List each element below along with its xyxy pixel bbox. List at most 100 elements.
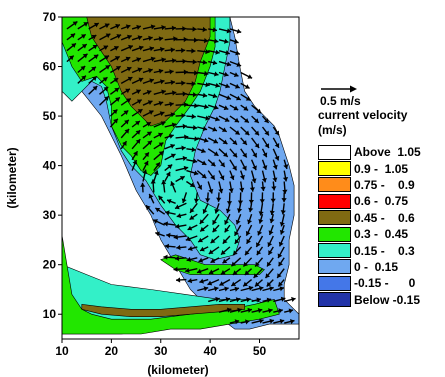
vector-arrowhead — [223, 71, 229, 77]
vector-arrowhead — [213, 104, 219, 110]
legend-swatch — [318, 259, 351, 275]
vector-arrowhead — [231, 261, 237, 267]
vector-arrowhead — [155, 208, 161, 213]
vector-arrowhead — [207, 280, 213, 286]
vector-arrowhead — [192, 26, 197, 32]
vector-arrowhead — [244, 118, 249, 123]
vector-arrowhead — [115, 23, 120, 29]
x-tick-label: 20 — [105, 344, 119, 358]
reference-vector-label: 0.5 m/s — [320, 94, 361, 108]
vector-arrowhead — [243, 281, 248, 287]
vector-arrowhead — [105, 33, 111, 39]
vector-arrowhead — [137, 35, 143, 41]
vector-arrowhead — [148, 35, 153, 41]
vector-arrowhead — [278, 308, 283, 314]
vector-arrowhead — [135, 89, 141, 95]
vector-arrowhead — [234, 117, 239, 123]
vector-arrowhead — [191, 48, 196, 54]
vector-arrowhead — [148, 110, 154, 115]
vector-arrowhead — [174, 255, 180, 261]
vector-arrowhead — [80, 66, 86, 71]
vector-arrowhead — [136, 99, 142, 104]
vector-arrowhead — [278, 241, 284, 247]
legend-entry: 0 - 0.15 — [318, 259, 443, 275]
legend-swatch — [318, 210, 351, 226]
vector-arrowhead — [182, 91, 187, 97]
vector-arrowhead — [212, 60, 218, 66]
vector-arrowhead — [235, 83, 240, 89]
vector-arrowhead — [254, 143, 260, 148]
vector-arrowhead — [223, 152, 228, 157]
vector-arrowhead — [133, 151, 138, 156]
vector-arrowhead — [170, 79, 175, 85]
vector-arrowhead — [254, 130, 259, 136]
vector-arrowhead — [175, 204, 180, 210]
vector-arrowhead — [169, 101, 174, 107]
vector-arrowhead — [281, 198, 287, 203]
vector-arrowhead — [193, 170, 199, 176]
vector-arrowhead — [200, 226, 205, 232]
vector-arrowhead — [182, 123, 187, 129]
vector-arrowhead — [158, 68, 164, 74]
vector-arrowhead — [234, 38, 239, 44]
vector-arrowhead — [215, 49, 220, 55]
vector-arrowhead — [266, 281, 272, 287]
vector-arrowhead — [274, 143, 280, 148]
vector-arrowhead — [249, 187, 255, 192]
vector-arrowhead — [237, 208, 243, 213]
legend-swatch — [318, 243, 351, 259]
vector-arrowhead — [264, 130, 269, 136]
legend-label: Above 1.05 — [354, 145, 421, 160]
vector-arrowhead — [114, 56, 120, 61]
vector-arrowhead — [103, 86, 109, 92]
vector-arrowhead — [200, 246, 205, 252]
vector-arrowhead — [81, 44, 87, 49]
vector-arrowhead — [202, 92, 208, 98]
vector-arrowhead — [192, 92, 197, 98]
vector-arrowhead — [170, 47, 175, 53]
vector-arrowhead — [150, 179, 156, 184]
legend-swatch — [318, 292, 351, 308]
vector-arrowhead — [258, 219, 264, 224]
vector-arrowhead — [233, 105, 239, 111]
vector-arrowhead — [124, 129, 130, 134]
vector-arrowhead — [226, 28, 232, 34]
vector-arrowhead — [248, 285, 254, 291]
vector-arrowhead — [233, 72, 239, 77]
vector-arrowhead — [222, 258, 228, 264]
vector-arrowhead — [181, 47, 186, 54]
vector-arrowhead — [161, 25, 166, 31]
vector-arrowhead — [137, 109, 143, 114]
vector-arrowhead — [226, 95, 231, 100]
legend-label: 0.15 - 0.3 — [354, 243, 415, 258]
vector-arrowhead — [262, 152, 268, 158]
y-tick-label: 20 — [43, 258, 57, 272]
legend-label: Below -0.15 — [354, 292, 421, 307]
vector-arrowhead — [92, 45, 98, 50]
x-tick-label: 40 — [203, 344, 217, 358]
x-tick-label: 50 — [253, 344, 267, 358]
vector-arrowhead — [212, 219, 217, 225]
vector-arrowhead — [91, 35, 97, 40]
vector-arrowhead — [185, 267, 190, 273]
vector-arrowhead — [245, 250, 250, 256]
vector-arrowhead — [222, 139, 228, 144]
vector-arrowhead — [251, 178, 257, 183]
vector-arrowhead — [248, 199, 254, 204]
vector-arrowhead — [224, 227, 230, 233]
vector-arrowhead — [216, 197, 222, 202]
vector-arrowhead — [146, 131, 152, 137]
vector-arrowhead — [264, 118, 269, 123]
vector-arrowhead — [169, 69, 174, 75]
legend-entry: 0.15 - 0.3 — [318, 242, 443, 259]
vector-arrowhead — [269, 210, 275, 215]
vector-arrowhead — [167, 199, 172, 204]
vector-arrowhead — [158, 36, 164, 42]
vector-arrowhead — [81, 34, 86, 39]
vector-arrowhead — [188, 246, 193, 251]
vector-arrowhead — [103, 45, 108, 50]
vector-arrowhead — [91, 66, 96, 72]
vector-arrowhead — [232, 152, 238, 158]
vector-arrowhead — [257, 230, 263, 236]
vector-arrowhead — [150, 56, 156, 62]
